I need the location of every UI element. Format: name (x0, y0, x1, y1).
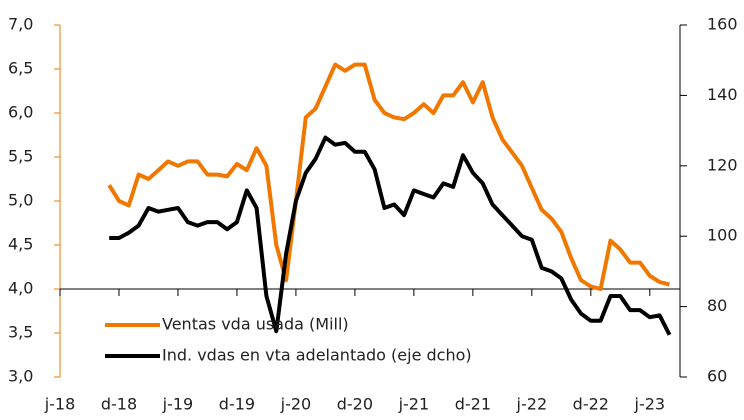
series-line (109, 135, 672, 336)
x-tick-label: d-21 (455, 395, 491, 414)
legend-label: Ventas vda usada (Mill) (162, 315, 349, 334)
y-tick-label: 6,0 (8, 103, 33, 122)
y-tick-label: 3,0 (8, 367, 33, 386)
y2-tick-label: 60 (707, 367, 727, 386)
y-tick-label: 6,5 (8, 59, 33, 78)
y2-tick-label: 100 (707, 226, 738, 245)
series-line (107, 62, 671, 291)
x-tick-label: j-20 (280, 395, 312, 414)
x-tick-label: j-22 (516, 395, 548, 414)
x-tick-label: d-20 (337, 395, 373, 414)
y2-tick-label: 120 (707, 155, 738, 174)
y-tick-label: 4,0 (8, 279, 33, 298)
y-tick-label: 5,0 (8, 191, 33, 210)
y2-tick-label: 80 (707, 296, 727, 315)
x-tick-label: d-18 (101, 395, 137, 414)
y2-tick-label: 140 (707, 85, 738, 104)
y-tick-label: 4,5 (8, 235, 33, 254)
y-tick-label: 3,5 (8, 323, 33, 342)
x-tick-label: j-23 (634, 395, 666, 414)
x-tick-label: d-19 (219, 395, 255, 414)
x-tick-label: j-18 (44, 395, 76, 414)
y2-tick-label: 160 (707, 15, 738, 34)
x-tick-label: d-22 (573, 395, 609, 414)
legend-label: Ind. vdas en vta adelantado (eje dcho) (162, 346, 472, 365)
x-tick-label: j-21 (398, 395, 430, 414)
x-tick-label: j-19 (162, 395, 194, 414)
y-tick-label: 7,0 (8, 15, 33, 34)
y-tick-label: 5,5 (8, 147, 33, 166)
